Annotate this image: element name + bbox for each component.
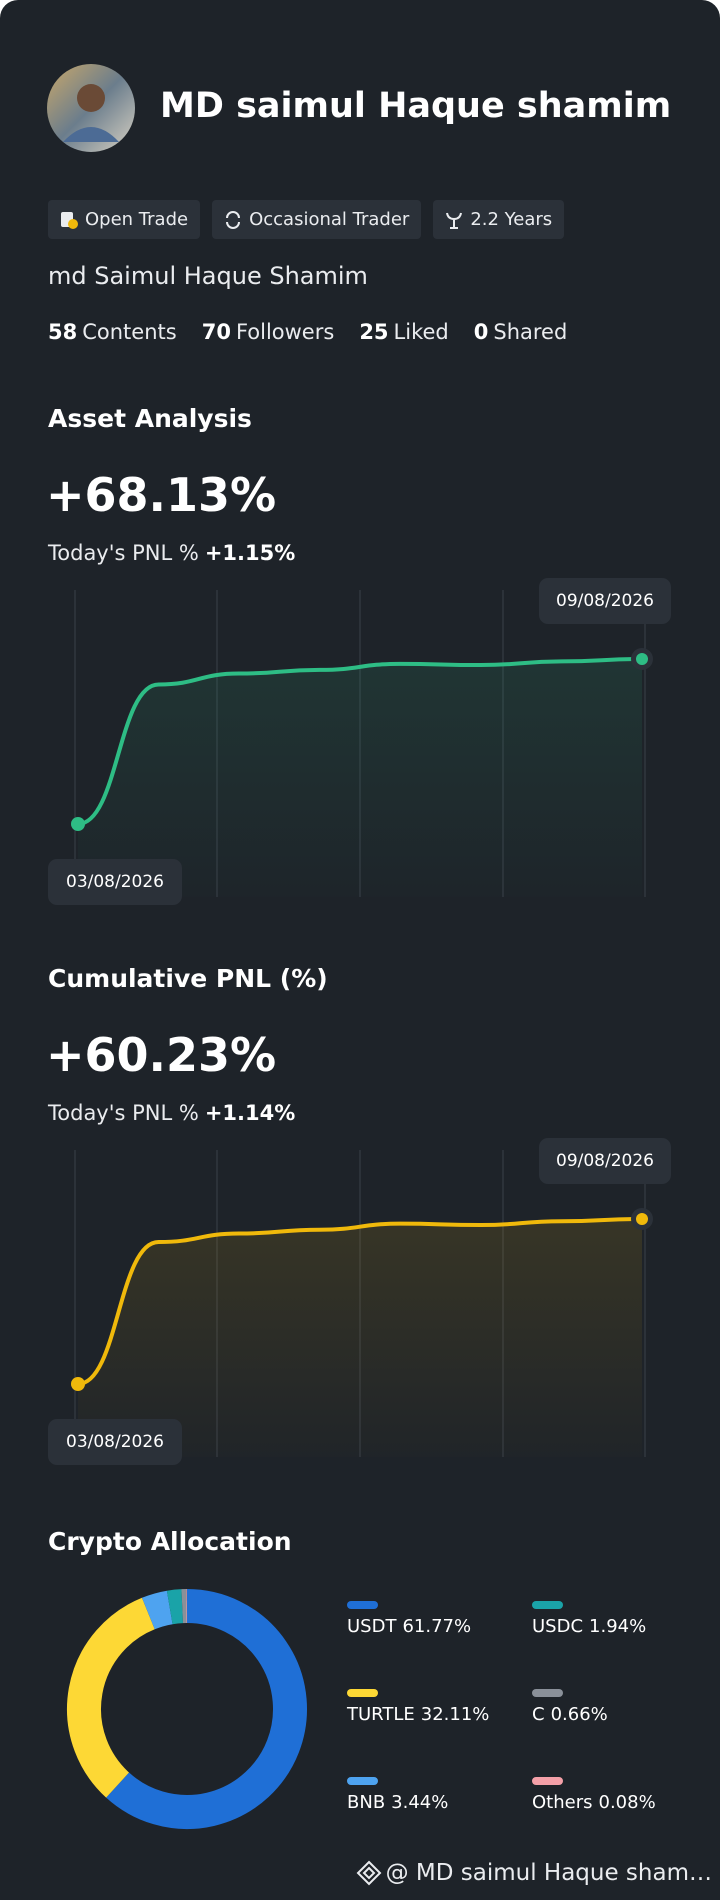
start-point	[71, 1377, 85, 1391]
legend-item: USDT 61.77%	[347, 1616, 471, 1637]
legend-value: 3.44%	[391, 1792, 449, 1813]
stat[interactable]: 0 Shared	[474, 320, 568, 344]
legend-swatch	[347, 1689, 378, 1697]
stat[interactable]: 70 Followers	[202, 320, 335, 344]
legend-swatch	[347, 1777, 378, 1785]
icon-shape	[356, 1860, 381, 1886]
headline-value: +68.13%	[46, 468, 277, 522]
end-date: 09/08/2026	[539, 578, 671, 624]
line	[76, 1217, 644, 1386]
end-point	[636, 1213, 648, 1225]
stats-row: 58 Contents 70 Followers 25 Liked 0 Shared	[48, 320, 567, 344]
section-title: Asset Analysis	[48, 404, 252, 433]
section-title: Crypto Allocation	[48, 1527, 292, 1556]
icon-shape	[446, 212, 463, 229]
legend-swatch	[532, 1601, 563, 1609]
stat-count: 25	[359, 320, 389, 344]
footer-text: @ MD saimul Haque sham…	[385, 1860, 712, 1886]
avatar-body	[63, 127, 119, 142]
today-value: +1.15%	[204, 541, 296, 565]
stat-count: 58	[48, 320, 78, 344]
legend-name: Others	[532, 1792, 593, 1813]
today-pnl: Today's PNL % +1.15%	[48, 541, 295, 565]
today-pnl: Today's PNL % +1.14%	[48, 1101, 295, 1125]
tag-icon	[226, 210, 241, 229]
stat-count: 0	[473, 320, 489, 344]
start-date: 03/08/2026	[48, 1419, 182, 1465]
end-date: 09/08/2026	[539, 1138, 671, 1184]
legend-item: TURTLE 32.11%	[347, 1704, 489, 1725]
today-label: Today's PNL %	[48, 541, 199, 565]
legend-name: USDT	[347, 1616, 397, 1637]
tag: Occasional Trader	[212, 200, 422, 239]
headline-value: +60.23%	[46, 1028, 277, 1082]
today-label: Today's PNL %	[48, 1101, 199, 1125]
legend-value: 0.08%	[598, 1792, 656, 1813]
icon-shape	[226, 210, 241, 229]
tag-icon	[61, 211, 78, 229]
line-area	[78, 1219, 642, 1457]
tag-label: Open Trade	[85, 209, 189, 230]
today-value: +1.14%	[204, 1101, 296, 1125]
legend-name: C	[532, 1704, 545, 1725]
section-title: Cumulative PNL (%)	[48, 964, 328, 993]
donut-segment	[141, 1590, 174, 1630]
footer: @ MD saimul Haque sham…	[356, 1860, 712, 1886]
legend-item: Others 0.08%	[532, 1792, 656, 1813]
legend-value: 1.94%	[589, 1616, 647, 1637]
stat-count: 70	[201, 320, 231, 344]
display-name: md Saimul Haque Shamim	[48, 262, 368, 290]
tag-label: Occasional Trader	[249, 209, 410, 230]
stat[interactable]: 25 Liked	[359, 320, 448, 344]
legend-value: 0.66%	[550, 1704, 608, 1725]
footer-icon	[356, 1860, 381, 1886]
stat-label: Liked	[393, 320, 449, 344]
legend-value: 61.77%	[402, 1616, 472, 1637]
stat[interactable]: 58 Contents	[48, 320, 177, 344]
line-area	[78, 659, 642, 897]
donut-segment	[67, 1597, 156, 1798]
stat-label: Followers	[235, 320, 335, 344]
legend-item: USDC 1.94%	[532, 1616, 646, 1637]
tag-row: Open Trade Occasional Trader 2.2 Years	[48, 200, 565, 239]
legend-name: BNB	[347, 1792, 386, 1813]
legend-swatch	[532, 1689, 563, 1697]
legend-item: C 0.66%	[532, 1704, 608, 1725]
stat-label: Contents	[82, 320, 177, 344]
start-date: 03/08/2026	[48, 859, 182, 905]
legend-swatch	[347, 1601, 378, 1609]
tag-icon	[446, 212, 463, 229]
legend-item: BNB 3.44%	[347, 1792, 448, 1813]
tag: Open Trade	[48, 200, 201, 239]
line	[76, 657, 644, 826]
donut-segment	[166, 1589, 184, 1625]
stat-label: Shared	[493, 320, 568, 344]
start-point	[71, 817, 85, 831]
legend-swatch	[532, 1777, 563, 1785]
legend-name: USDC	[532, 1616, 584, 1637]
legend-value: 32.11%	[420, 1704, 490, 1725]
donut-segment	[106, 1589, 307, 1829]
profile-name: MD saimul Haque shamim	[160, 86, 672, 126]
tag: 2.2 Years	[433, 200, 565, 239]
icon-badge	[68, 218, 78, 229]
end-point	[636, 653, 648, 665]
avatar-face	[77, 84, 105, 112]
legend-name: TURTLE	[347, 1704, 415, 1725]
tag-label: 2.2 Years	[470, 209, 553, 230]
